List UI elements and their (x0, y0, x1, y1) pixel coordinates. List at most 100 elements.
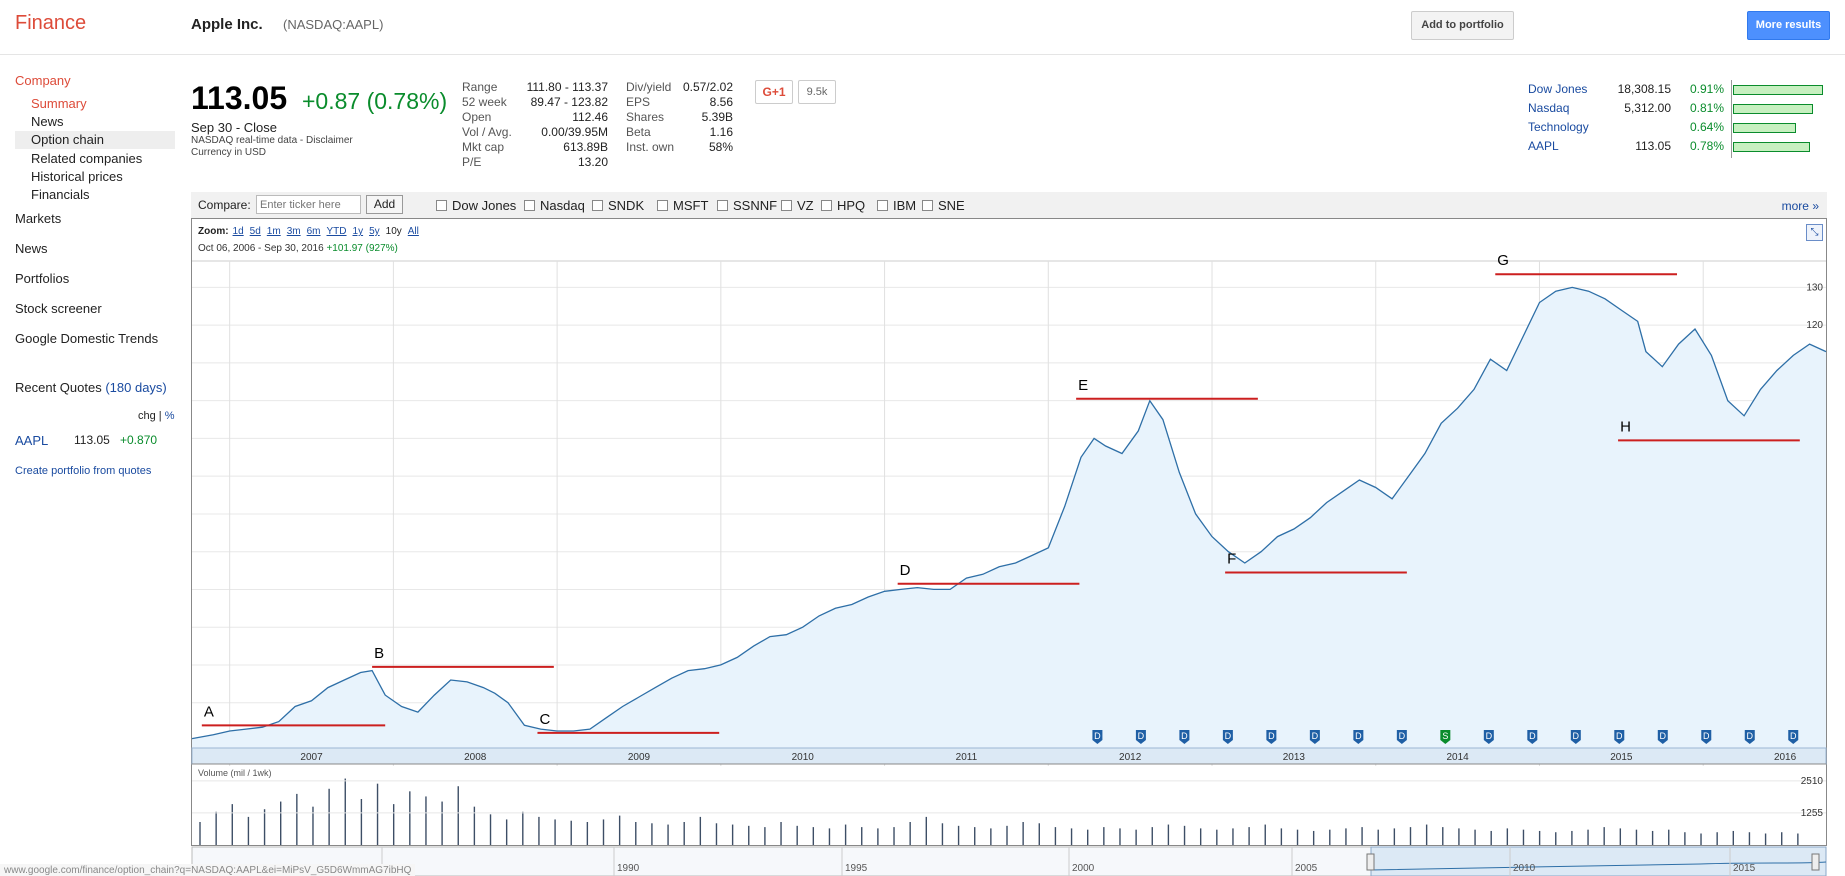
zoom-option[interactable]: 5y (369, 226, 380, 237)
stat-label: Mkt cap (462, 140, 505, 154)
recent-quotes-label: Recent Quotes (15, 380, 102, 395)
company-name: Apple Inc. (191, 16, 263, 33)
market-change: 0.78% (1689, 139, 1724, 153)
compare-checkbox[interactable]: SSNNF (717, 198, 777, 213)
close-date: Sep 30 - Close (191, 120, 277, 135)
stat-value: 1.16 (709, 125, 733, 139)
checkbox-box[interactable] (781, 200, 792, 211)
compare-ticker-label: Dow Jones (452, 198, 517, 213)
compare-checkbox[interactable]: MSFT (657, 198, 708, 213)
compare-add-button[interactable]: Add (366, 195, 403, 214)
compare-checkbox[interactable]: HPQ (821, 198, 865, 213)
market-change: 0.91% (1689, 82, 1724, 96)
market-bar (1733, 104, 1813, 114)
stat-value: 613.89B (563, 140, 608, 154)
stat-value: 89.47 - 123.82 (530, 95, 608, 109)
stat-label: Open (462, 110, 492, 124)
recent-quote-symbol[interactable]: AAPL (15, 433, 49, 448)
nav-portfolios[interactable]: Portfolios (15, 271, 70, 286)
stat-value: 5.39B (701, 110, 733, 124)
compare-checkbox[interactable]: VZ (781, 198, 814, 213)
nav-stock-screener[interactable]: Stock screener (15, 301, 102, 316)
checkbox-box[interactable] (717, 200, 728, 211)
market-name[interactable]: AAPL (1528, 139, 1559, 153)
nav-news-sub[interactable]: News (31, 114, 64, 129)
checkbox-box[interactable] (524, 200, 535, 211)
nav-option-chain[interactable]: Option chain (15, 131, 175, 149)
overview-handle-right (1811, 853, 1820, 871)
checkbox-box[interactable] (877, 200, 888, 211)
nav-financials[interactable]: Financials (31, 187, 90, 202)
disclaimer-text[interactable]: NASDAQ real-time data - Disclaimer (191, 135, 353, 146)
nav-company[interactable]: Company (15, 73, 71, 88)
overview-handle-left (1366, 853, 1375, 871)
zoom-label: Zoom: (198, 226, 229, 237)
zoom-option[interactable]: 10y (385, 226, 402, 237)
compare-checkbox[interactable]: SNDK (592, 198, 644, 213)
nav-summary[interactable]: Summary (31, 96, 87, 111)
stat-label: Div/yield (626, 80, 672, 94)
nav-related-companies[interactable]: Related companies (31, 151, 143, 166)
overview-tick-label: 1990 (617, 863, 640, 874)
zoom-option[interactable]: 5d (249, 226, 261, 237)
compare-checkbox[interactable]: IBM (877, 198, 916, 213)
stat-label: Vol / Avg. (462, 125, 512, 139)
top-bar: Finance Apple Inc. (NASDAQ:AAPL) Add to … (0, 0, 1845, 55)
market-bar-axis (1731, 80, 1732, 158)
google-plus-button[interactable]: G+1 (755, 80, 793, 104)
zoom-option[interactable]: All (407, 226, 419, 237)
current-price: 113.05 (191, 80, 288, 116)
stat-value: 13.20 (577, 155, 608, 169)
zoom-option[interactable]: 1d (232, 226, 244, 237)
nav-markets[interactable]: Markets (15, 211, 62, 226)
more-results-button[interactable]: More results (1747, 11, 1830, 40)
checkbox-box[interactable] (821, 200, 832, 211)
stat-label: Shares (626, 110, 665, 124)
stat-value: 8.56 (709, 95, 733, 109)
nav-google-domestic-trends[interactable]: Google Domestic Trends (15, 331, 159, 346)
chg-toggle[interactable]: chg (138, 410, 156, 422)
nav-historical-prices[interactable]: Historical prices (31, 169, 123, 184)
range-separator: - (255, 243, 265, 254)
market-value: 18,308.15 (1617, 82, 1671, 96)
stat-value: 111.80 - 113.37 (526, 80, 608, 94)
expand-chart-icon[interactable]: ⤡ (1806, 224, 1823, 241)
stat-value: 0.57/2.02 (682, 80, 733, 94)
zoom-option[interactable]: 1y (352, 226, 364, 237)
recent-quote-change: +0.870 (120, 433, 158, 447)
compare-checkbox[interactable]: SNE (922, 198, 965, 213)
zoom-option[interactable]: YTD (326, 226, 347, 237)
compare-label: Compare: (198, 198, 251, 212)
zoom-option[interactable]: 1m (266, 226, 281, 237)
pct-toggle[interactable]: % (164, 410, 175, 422)
add-to-portfolio-button[interactable]: Add to portfolio (1411, 11, 1514, 40)
checkbox-box[interactable] (592, 200, 603, 211)
market-value: 113.05 (1635, 139, 1671, 153)
date-range: Oct 06, 2006 - Sep 30, 2016 +101.97 (927… (198, 243, 398, 254)
volume-label: Volume (mil / 1wk) (198, 768, 272, 778)
market-name[interactable]: Dow Jones (1528, 82, 1588, 96)
chg-separator: | (155, 410, 165, 422)
zoom-option[interactable]: 6m (306, 226, 321, 237)
recent-quotes-days[interactable]: (180 days) (105, 380, 167, 395)
checkbox-box[interactable] (922, 200, 933, 211)
finance-logo[interactable]: Finance (15, 12, 87, 34)
compare-checkbox[interactable]: Nasdaq (524, 198, 585, 213)
nav-news[interactable]: News (15, 241, 48, 256)
compare-ticker-label: SNDK (608, 198, 645, 213)
market-bar (1733, 123, 1796, 133)
recent-quotes-title: Recent Quotes (180 days) (15, 380, 167, 395)
market-name[interactable]: Technology (1528, 120, 1589, 134)
compare-bar: Compare: Add Dow Jones Nasdaq SNDK MSFT SSNN… (191, 192, 1827, 218)
compare-checkbox[interactable]: Dow Jones (436, 198, 516, 213)
google-plus-count: 9.5k (798, 80, 836, 104)
stat-value: 58% (708, 140, 733, 154)
market-name[interactable]: Nasdaq (1528, 101, 1570, 115)
create-portfolio-link[interactable]: Create portfolio from quotes (15, 465, 152, 477)
compare-more-link[interactable]: more » (1781, 199, 1819, 213)
compare-ticker-input[interactable] (256, 195, 361, 214)
checkbox-box[interactable] (657, 200, 668, 211)
checkbox-box[interactable] (436, 200, 447, 211)
zoom-option[interactable]: 3m (286, 226, 301, 237)
compare-ticker-label: MSFT (673, 198, 709, 213)
